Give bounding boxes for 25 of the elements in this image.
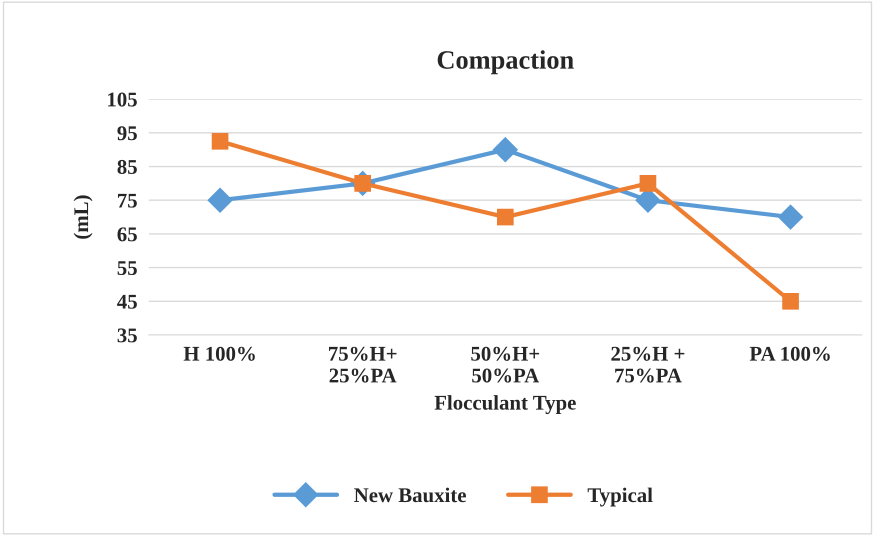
y-tick-label: 95 [117, 126, 137, 140]
point [496, 208, 514, 226]
point [782, 292, 799, 310]
point [212, 132, 228, 150]
point [640, 175, 656, 192]
x-axis-title: Flocculant Type [434, 395, 576, 414]
x-tick-label: PA 100% [750, 346, 830, 361]
y-tick-label: 35 [118, 328, 137, 342]
y-tick-label: 55 [118, 261, 137, 276]
x-tick-label: 75%H+ 25%PA [329, 346, 396, 383]
point [492, 137, 518, 162]
legend-label: Typical [588, 488, 653, 507]
x-tick-label: 25%H + 75%PA [611, 346, 684, 383]
x-tick-label: 50%H+ 50%PA [471, 346, 540, 383]
chart-title: Compaction [438, 50, 574, 74]
x-tick-label: H 100% [184, 346, 255, 361]
y-tick-label: 105 [108, 92, 137, 107]
y-tick-label: 45 [117, 294, 137, 309]
y-tick-label: 65 [118, 227, 137, 242]
y-axis-title: (mL) [74, 195, 92, 239]
legend-label: New Bauxite [354, 488, 466, 502]
y-tick-label: 75 [118, 194, 137, 208]
point [778, 204, 804, 230]
point [208, 188, 233, 213]
y-tick-label: 85 [118, 160, 137, 174]
